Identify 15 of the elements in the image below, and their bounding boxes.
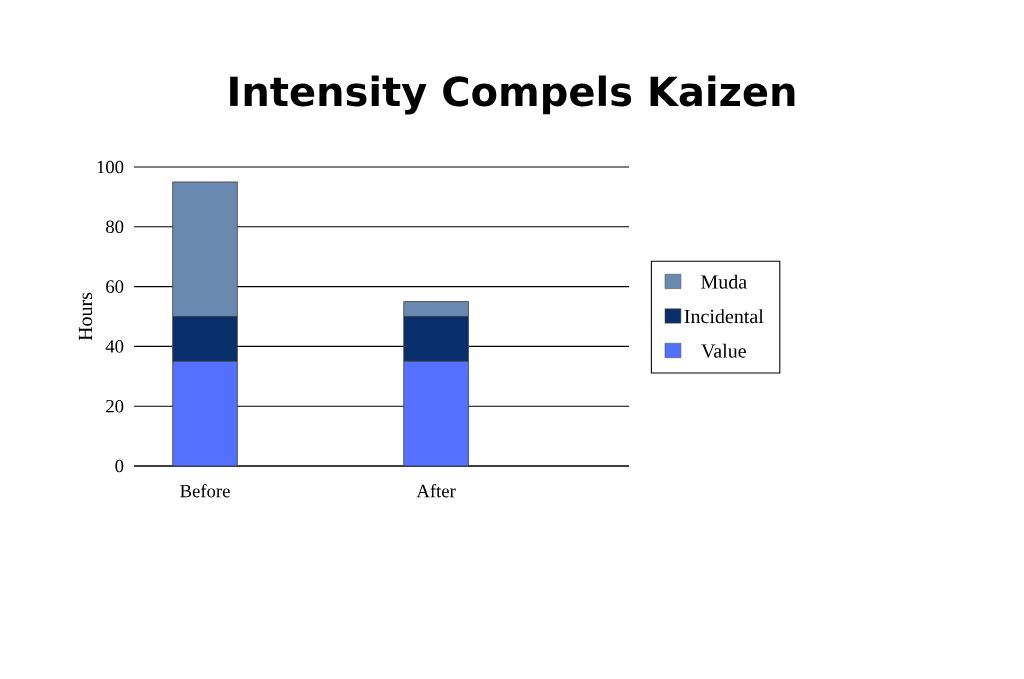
- x-tick-label: After: [416, 484, 456, 498]
- legend-label: Value: [701, 343, 746, 358]
- y-tick-label: 0: [115, 459, 124, 473]
- x-tick-label: Before: [180, 484, 230, 498]
- y-tick-label: 100: [97, 160, 124, 174]
- y-tick-label: 20: [106, 399, 124, 413]
- y-tick-label: 40: [105, 340, 124, 353]
- y-tick-label: 80: [106, 220, 124, 234]
- bar: [403, 360, 469, 466]
- legend-label: Muda: [701, 274, 747, 289]
- bar: [172, 360, 238, 466]
- y-tick-label: 60: [106, 280, 124, 293]
- chart-title: Intensity Compels Kaizen: [230, 75, 795, 115]
- legend-label: Incidental: [684, 309, 764, 324]
- y-axis-title: Hours: [78, 292, 93, 341]
